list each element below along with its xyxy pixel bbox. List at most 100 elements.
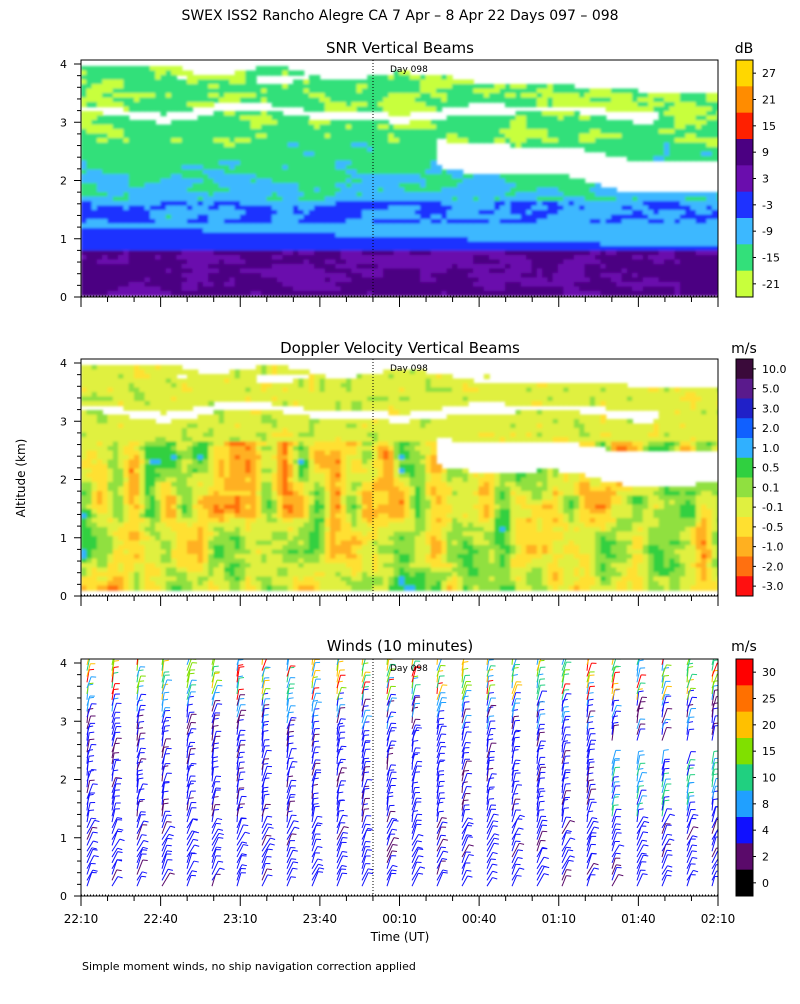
heat-cell <box>377 228 384 234</box>
heat-cell <box>277 277 284 283</box>
heat-cell <box>91 282 98 288</box>
heat-cell <box>637 246 644 252</box>
heat-cell <box>653 97 660 103</box>
heat-cell <box>536 124 543 130</box>
heat-cell <box>478 273 485 279</box>
heat-cell <box>515 102 522 108</box>
heat-cell <box>568 282 575 288</box>
heat-cell <box>282 264 289 270</box>
heat-cell <box>107 205 114 211</box>
heat-cell <box>324 259 331 265</box>
heat-cell <box>261 187 268 193</box>
heat-cell <box>266 124 273 130</box>
heat-cell <box>441 210 448 216</box>
heat-cell <box>611 228 618 234</box>
heat-cell <box>520 210 527 216</box>
heat-cell <box>298 165 305 171</box>
heat-cell <box>128 237 135 243</box>
heat-cell <box>648 255 655 261</box>
heat-cell <box>102 196 109 202</box>
heat-cell <box>255 142 262 148</box>
heat-cell <box>372 124 379 130</box>
heat-cell <box>531 88 538 94</box>
heat-cell <box>425 232 432 238</box>
heat-cell <box>271 174 278 180</box>
heat-cell <box>568 120 575 126</box>
heat-cell <box>632 241 639 247</box>
heat-cell <box>399 79 406 85</box>
heat-cell <box>558 277 565 283</box>
heat-cell <box>674 106 681 112</box>
heat-cell <box>351 124 358 130</box>
heat-cell <box>277 228 284 234</box>
heat-cell <box>303 147 310 153</box>
heat-cell <box>547 237 554 243</box>
heat-cell <box>102 102 109 108</box>
heat-cell <box>616 93 623 99</box>
heat-cell <box>462 264 469 270</box>
heat-cell <box>388 264 395 270</box>
heat-cell <box>361 178 368 184</box>
heat-cell <box>176 142 183 148</box>
heat-cell <box>118 183 125 189</box>
heat-cell <box>452 79 459 85</box>
heat-cell <box>669 201 676 207</box>
heat-cell <box>287 138 294 144</box>
heat-cell <box>568 138 575 144</box>
heat-cell <box>409 246 416 252</box>
heat-cell <box>160 228 167 234</box>
heat-cell <box>234 174 241 180</box>
heat-cell <box>510 259 517 265</box>
heat-cell <box>197 88 204 94</box>
heat-cell <box>637 241 644 247</box>
heat-cell <box>128 133 135 139</box>
heat-cell <box>420 210 427 216</box>
heat-cell <box>155 210 162 216</box>
heat-cell <box>107 169 114 175</box>
heat-cell <box>213 277 220 283</box>
heat-cell <box>452 250 459 256</box>
heat-cell <box>558 201 565 207</box>
heat-cell <box>218 187 225 193</box>
heat-cell <box>112 160 119 166</box>
heat-cell <box>351 120 358 126</box>
heat-cell <box>277 187 284 193</box>
heat-cell <box>165 264 172 270</box>
heat-cell <box>266 133 273 139</box>
heat-cell <box>457 223 464 229</box>
heat-cell <box>319 219 326 225</box>
heat-cell <box>319 138 326 144</box>
heat-cell <box>542 246 549 252</box>
heat-cell <box>563 241 570 247</box>
heat-cell <box>224 165 231 171</box>
heat-cell <box>96 93 103 99</box>
heat-cell <box>393 174 400 180</box>
heat-cell <box>679 264 686 270</box>
heat-cell <box>118 196 125 202</box>
heat-cell <box>478 237 485 243</box>
heat-cell <box>144 255 151 261</box>
heat-cell <box>303 246 310 252</box>
heat-cell <box>282 124 289 130</box>
heat-cell <box>356 205 363 211</box>
heat-cell <box>420 151 427 157</box>
heat-cell <box>579 241 586 247</box>
heat-cell <box>224 232 231 238</box>
heat-cell <box>208 102 215 108</box>
heat-cell <box>499 93 506 99</box>
heat-cell <box>224 93 231 99</box>
heat-cell <box>319 259 326 265</box>
heat-cell <box>489 115 496 121</box>
heat-cell <box>202 228 209 234</box>
heat-cell <box>234 228 241 234</box>
heat-cell <box>245 232 252 238</box>
heat-cell <box>414 129 421 135</box>
heat-cell <box>462 138 469 144</box>
heat-cell <box>229 75 236 81</box>
heat-cell <box>277 192 284 198</box>
heat-cell <box>361 232 368 238</box>
heat-cell <box>573 183 580 189</box>
heat-cell <box>383 106 390 112</box>
heat-cell <box>584 147 591 153</box>
